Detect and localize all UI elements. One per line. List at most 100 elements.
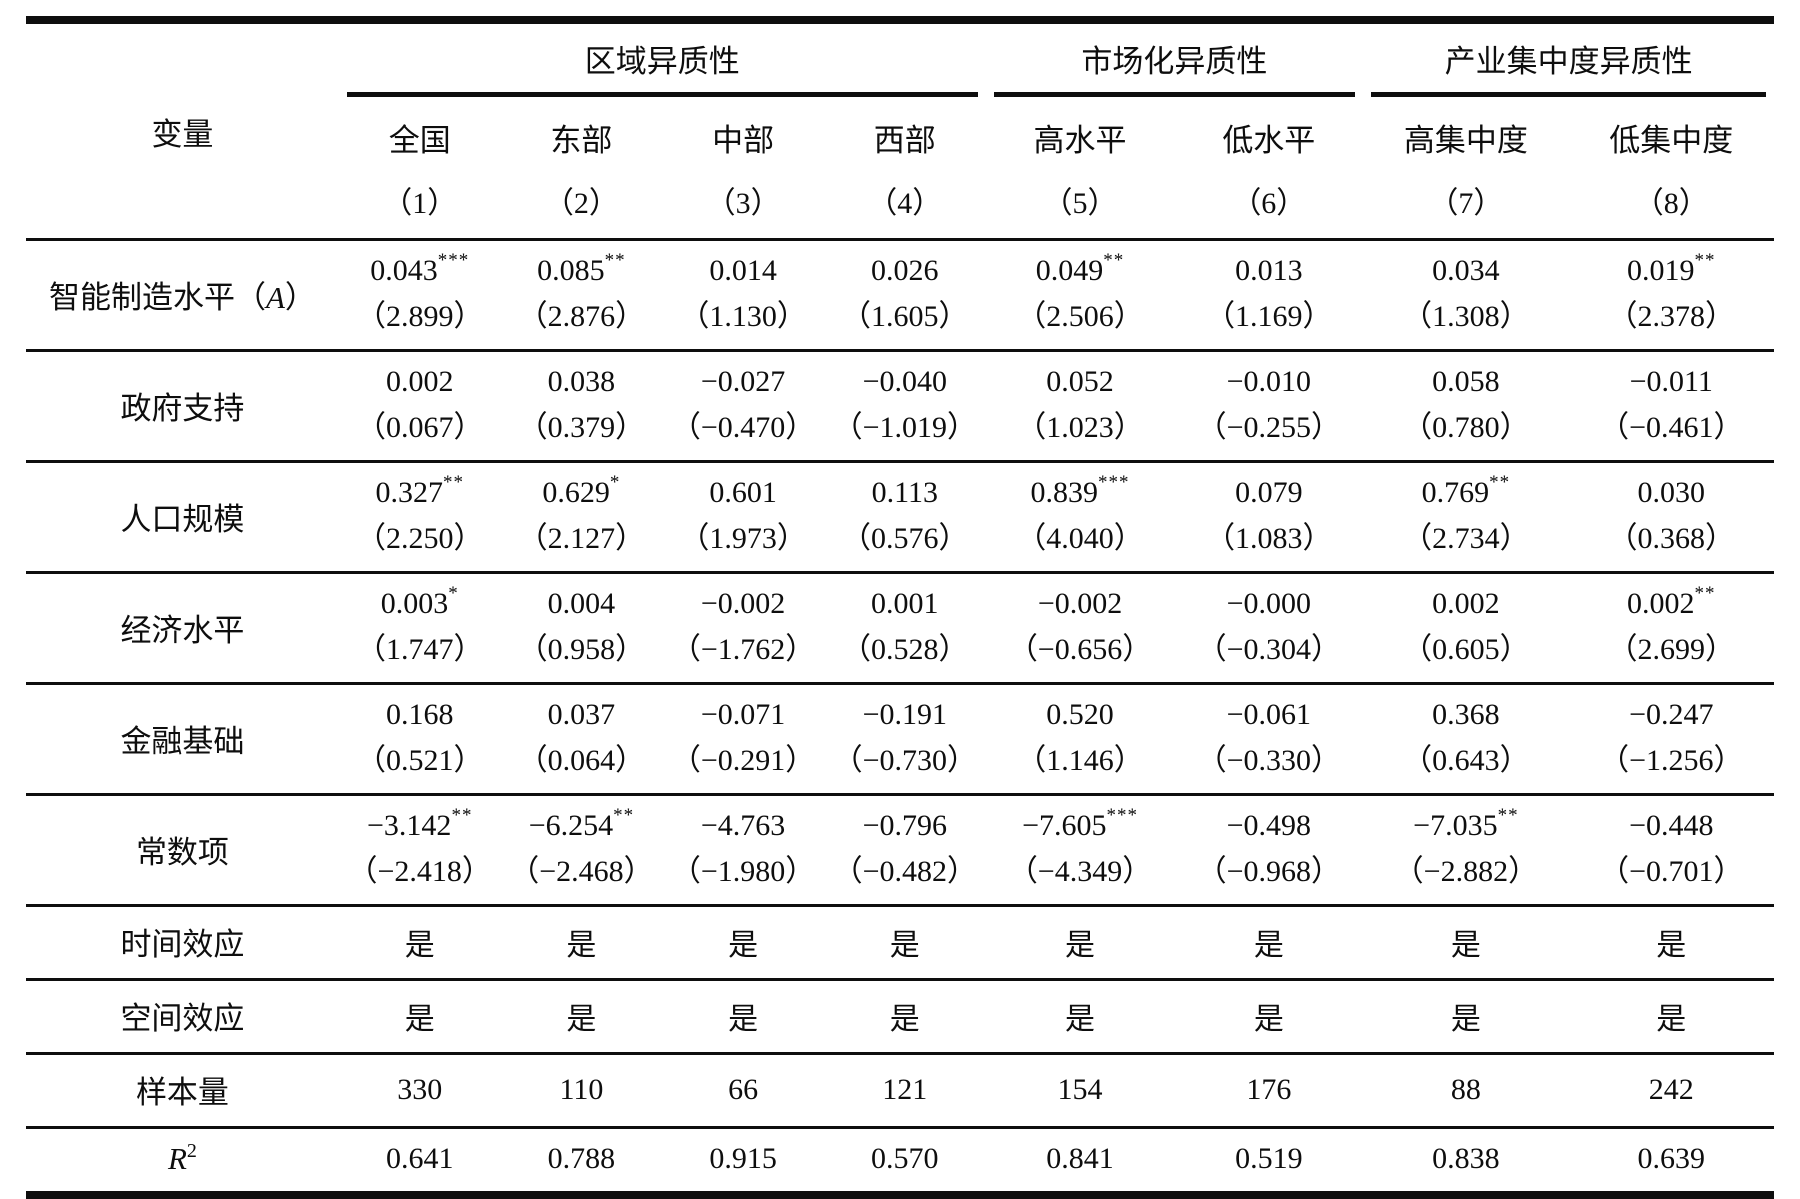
coefficient-cell: 0.013 （1.169）	[1174, 239, 1364, 352]
coefficient-value: −0.191	[862, 698, 947, 731]
significance-stars: ***	[1098, 472, 1130, 493]
table-row: 空间效应是是是是是是是是	[26, 979, 1774, 1055]
column-header-west: 西部	[873, 123, 936, 158]
t-statistic: （−0.968）	[1196, 855, 1342, 888]
t-statistic: （1.146）	[1016, 744, 1144, 777]
header-columns-row: 全国 东部 中部 西部 高水平 低水平 高集中度 低集中度	[26, 97, 1774, 166]
row-label: R2	[26, 1128, 339, 1196]
row-label: 常数项	[26, 794, 339, 907]
row-label: 空间效应	[26, 979, 339, 1055]
t-statistic: （−0.730）	[832, 744, 977, 777]
coefficient-cell: 0.037 （0.064）	[500, 683, 663, 796]
variable-column-header: 变量	[26, 20, 339, 241]
value-cell: 0.841	[1046, 1142, 1114, 1175]
t-statistic: （−4.349）	[1007, 855, 1153, 888]
coefficient-value: 0.629*	[542, 472, 621, 509]
model-number-2: （2）	[500, 166, 663, 241]
significance-stars: **	[1694, 583, 1716, 604]
t-statistic: （−0.461）	[1599, 411, 1744, 444]
value-cell: 是	[1363, 979, 1569, 1055]
coefficient-value: 0.327**	[375, 472, 464, 509]
t-statistic: （2.899）	[355, 300, 484, 333]
coefficient-cell: 0.002** （2.699）	[1568, 572, 1774, 685]
t-statistic: （−0.304）	[1196, 633, 1342, 666]
t-statistic: （1.605）	[841, 300, 969, 333]
value-cell: 是	[1568, 979, 1774, 1055]
row-label-italic: R	[167, 1141, 187, 1176]
value-cell: 176	[1174, 1053, 1364, 1129]
coefficient-value: 0.839***	[1030, 472, 1130, 509]
coefficient-cell: 0.014 （1.130）	[662, 239, 824, 352]
value-cell: 是	[985, 979, 1175, 1055]
t-statistic: （−0.291）	[670, 744, 816, 777]
coefficient-value: 0.058	[1432, 365, 1500, 398]
row-label: 人口规模	[26, 461, 339, 574]
t-statistic: （1.083）	[1205, 522, 1333, 555]
model-number-5: （5）	[985, 166, 1175, 241]
coefficient-value: 0.001	[871, 587, 939, 620]
table-row: 金融基础 0.168 （0.521） 0.037 （0.064） −0.071 （−0.29…	[26, 683, 1774, 796]
coefficient-cell: 0.058 （0.780）	[1363, 350, 1569, 463]
t-statistic: （2.734）	[1402, 522, 1530, 555]
coefficient-value: 0.113	[871, 476, 938, 509]
row-label: 经济水平	[26, 572, 339, 685]
t-statistic: （0.605）	[1402, 633, 1530, 666]
coefficient-value: 0.003*	[380, 583, 459, 620]
group-header-marketization: 市场化异质性	[986, 20, 1364, 97]
t-statistic: （−2.468）	[509, 855, 654, 888]
coefficient-cell: 0.327** （2.250）	[338, 461, 501, 574]
coefficient-cell: −3.142** （−2.418）	[338, 794, 501, 907]
t-statistic: （2.378）	[1607, 300, 1736, 333]
t-statistic: （2.250）	[355, 522, 484, 555]
value-cell: 是	[500, 979, 663, 1055]
value-cell: 121	[823, 1053, 986, 1129]
coefficient-cell: −0.191 （−0.730）	[823, 683, 986, 796]
coefficient-cell: 0.079 （1.083）	[1174, 461, 1364, 574]
row-label-superscript: 2	[186, 1140, 197, 1162]
coefficient-cell: 0.004 （0.958）	[500, 572, 663, 685]
row-label: 时间效应	[26, 905, 339, 981]
coefficient-cell: −7.035** （−2.882）	[1363, 794, 1569, 907]
coefficient-value: 0.014	[709, 254, 777, 287]
coefficient-value: −0.000	[1226, 587, 1312, 620]
model-number-8: （8）	[1568, 166, 1774, 241]
significance-stars: **	[604, 250, 626, 271]
coefficient-cell: −0.247 （−1.256）	[1568, 683, 1774, 796]
t-statistic: （1.308）	[1402, 300, 1530, 333]
significance-stars: *	[448, 583, 459, 604]
coefficient-cell: 0.043*** （2.899）	[338, 239, 501, 352]
t-statistic: （0.643）	[1402, 744, 1530, 777]
coefficient-cell: 0.038 （0.379）	[500, 350, 663, 463]
model-number-4: （4）	[823, 166, 986, 241]
t-statistic: （−2.882）	[1393, 855, 1539, 888]
value-cell: 是	[662, 905, 824, 981]
coefficient-cell: −0.498 （−0.968）	[1174, 794, 1364, 907]
table-row: 时间效应是是是是是是是是	[26, 905, 1774, 981]
coefficient-value: 0.019**	[1627, 250, 1716, 287]
coefficient-cell: −0.071 （−0.291）	[662, 683, 824, 796]
column-header-central: 中部	[712, 123, 775, 158]
coefficient-cell: 0.002 （0.067）	[338, 350, 501, 463]
table-row: 样本量 330 110 66 121 154 176 88 242	[26, 1053, 1774, 1129]
table-row: 人口规模 0.327** （2.250） 0.629* （2.127） 0.601 （1.9…	[26, 461, 1774, 574]
coefficient-cell: 0.034 （1.308）	[1363, 239, 1569, 352]
coefficient-cell: −4.763 （−1.980）	[662, 794, 824, 907]
column-header-east: 东部	[550, 123, 613, 158]
table-header: 变量 区域异质性 市场化异质性 产业集中度异质性 全国 东部 中部 西部 高水平…	[26, 20, 1774, 241]
t-statistic: （1.169）	[1205, 300, 1333, 333]
coefficient-value: 0.038	[547, 365, 616, 398]
coefficient-cell: −0.040 （−1.019）	[823, 350, 986, 463]
coefficient-cell: 0.085** （2.876）	[500, 239, 663, 352]
header-group-row: 变量 区域异质性 市场化异质性 产业集中度异质性	[26, 20, 1774, 241]
t-statistic: （0.368）	[1607, 522, 1736, 555]
value-cell: 是	[823, 979, 986, 1055]
coefficient-cell: 0.168 （0.521）	[338, 683, 501, 796]
coefficient-cell: −0.002 （−1.762）	[662, 572, 824, 685]
column-header-low-concentration: 低集中度	[1609, 123, 1734, 158]
model-number-1: （1）	[338, 166, 501, 241]
column-header-high-level: 高水平	[1033, 123, 1127, 158]
t-statistic: （0.521）	[355, 744, 484, 777]
coefficient-value: 0.034	[1432, 254, 1500, 287]
significance-stars: ***	[1106, 805, 1138, 826]
t-statistic: （−0.470）	[670, 411, 816, 444]
